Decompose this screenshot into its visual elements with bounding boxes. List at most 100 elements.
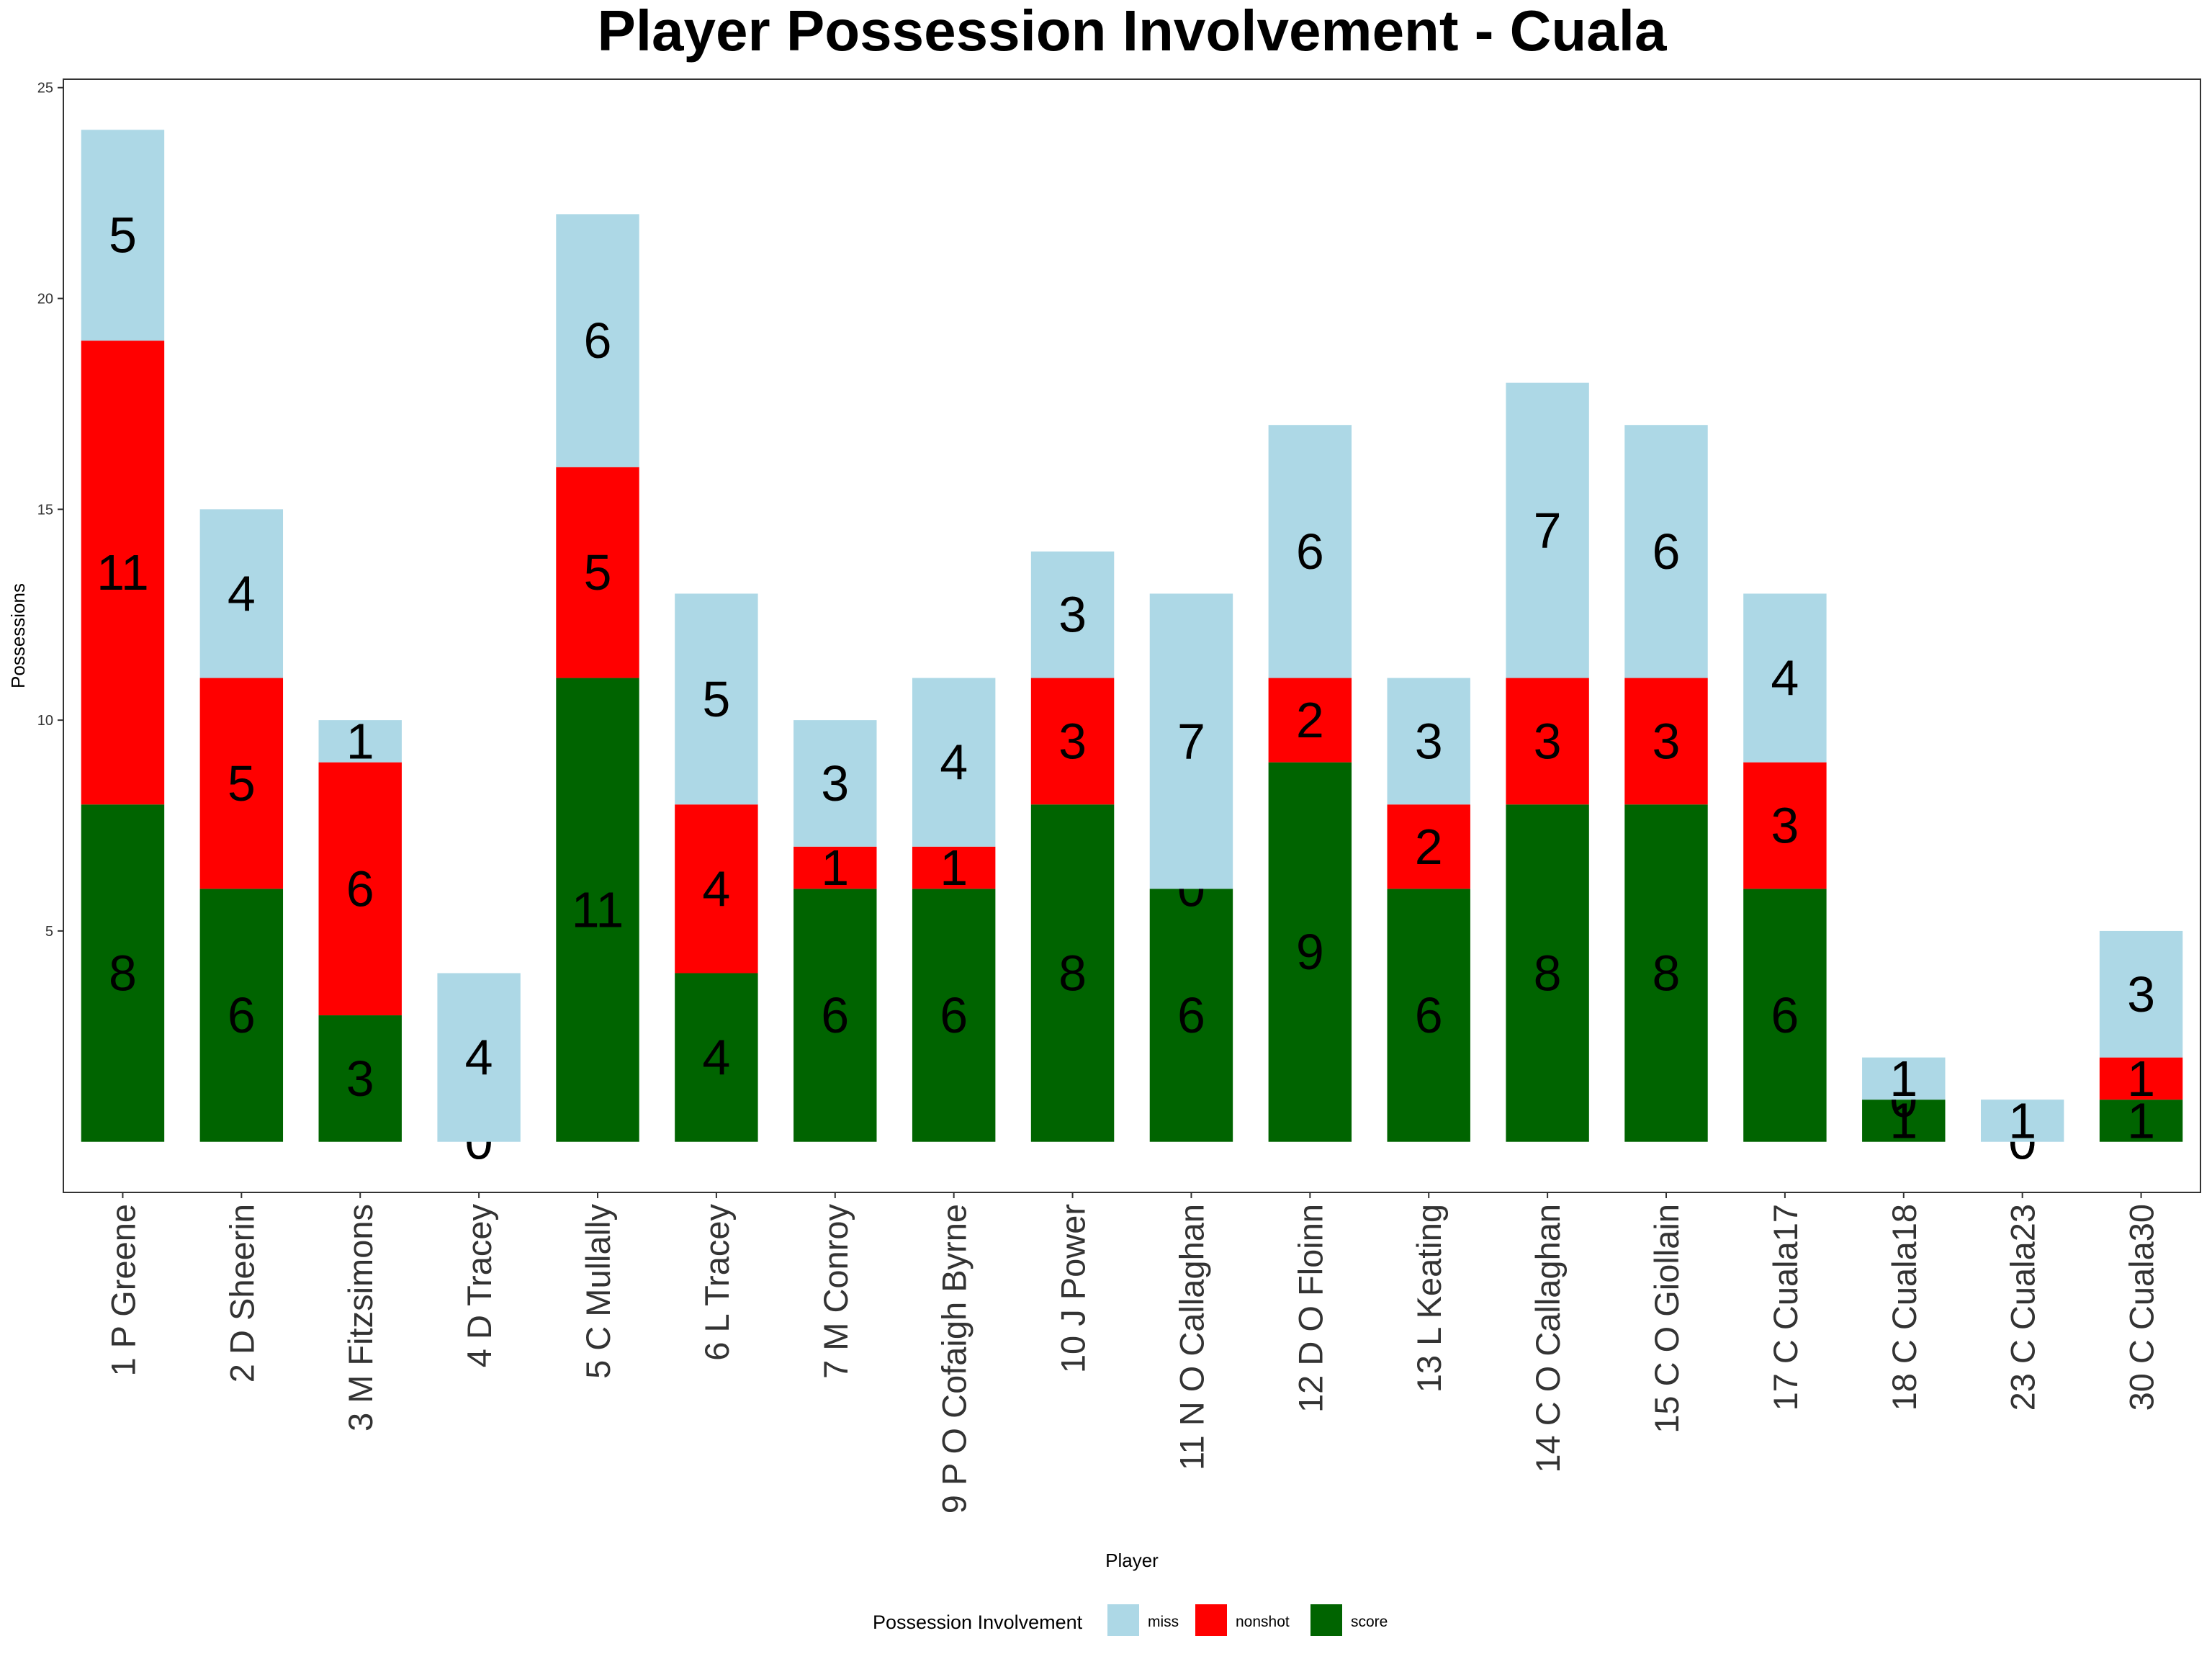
bar-group: 3 6 1 (318, 713, 402, 1142)
bar-group: 6 3 4 (1743, 593, 1827, 1142)
bar-nonshot (793, 846, 877, 889)
bar-group: 101 (1862, 1051, 1946, 1148)
y-tick-label: 20 (37, 292, 53, 307)
data-label-score: 6 (1771, 987, 1799, 1043)
legend-item-score: score (1310, 1604, 1388, 1636)
data-label-nonshot: 1 (821, 840, 849, 896)
data-label-miss: 4 (940, 734, 968, 791)
bar-group: 8 11 5 (81, 130, 165, 1142)
data-label-score: 11 (572, 882, 624, 938)
y-tick-label: 5 (45, 924, 53, 940)
bar-nonshot (1743, 762, 1827, 889)
bar-score (1387, 889, 1470, 1142)
data-label-nonshot: 3 (1058, 713, 1087, 769)
x-tick-label: 14 C O Callaghan (1529, 1204, 1567, 1473)
bar-nonshot (1387, 804, 1470, 889)
data-label-score: 6 (1177, 987, 1205, 1043)
data-label-nonshot: 2 (1415, 819, 1443, 875)
legend: Possession Involvement miss nonshot score (873, 1604, 1388, 1636)
data-label-nonshot: 3 (1771, 798, 1799, 854)
data-label-score: 3 (346, 1051, 374, 1107)
x-tick-label: 17 C Cuala17 (1766, 1204, 1804, 1411)
bar-nonshot (81, 341, 165, 805)
data-label-miss: 7 (1534, 503, 1562, 559)
bar-score (793, 889, 877, 1142)
bar-group: 11 3 (2099, 930, 2183, 1148)
data-label-miss: 6 (1296, 523, 1324, 580)
plot-panel (63, 78, 2201, 1193)
data-label-score: 8 (109, 945, 137, 1001)
bar-score (556, 678, 639, 1142)
bar-nonshot (556, 467, 639, 678)
data-label-nonshot: 2 (1296, 692, 1324, 748)
bar-miss (1387, 678, 1470, 805)
x-tick-label: 10 J Power (1054, 1204, 1092, 1373)
chart-title: Player Possession Involvement - Cuala (597, 0, 1667, 63)
bar-score (1268, 762, 1352, 1142)
data-label-score: 1 (1889, 1092, 1917, 1148)
data-label-miss: 4 (1771, 650, 1799, 706)
bar-score (1743, 889, 1827, 1142)
data-label-score: 6 (821, 987, 849, 1043)
bar-score (1030, 804, 1115, 1142)
data-label-nonshot: 6 (346, 860, 374, 917)
bar-score (1506, 804, 1589, 1142)
data-label-miss: 4 (228, 565, 256, 621)
bar-nonshot (912, 846, 996, 889)
data-label-miss: 3 (1415, 713, 1443, 769)
data-label-miss: 4 (465, 1030, 493, 1086)
bar-nonshot (1030, 678, 1115, 805)
bar-miss (199, 509, 284, 678)
x-tick-label: 18 C Cuala18 (1885, 1204, 1923, 1411)
bar-miss (675, 593, 758, 805)
data-label-miss: 1 (346, 713, 374, 769)
data-label-miss: 3 (821, 755, 849, 811)
bar-group: 8 3 7 (1506, 382, 1589, 1142)
data-label-score: 9 (1296, 924, 1324, 980)
bar-miss (2099, 930, 2183, 1058)
data-label-nonshot: 4 (702, 860, 730, 917)
bars: 8115654361004115644561361483360792662383… (81, 130, 2183, 1170)
x-tick-label: 13 L Keating (1410, 1204, 1448, 1393)
x-tick-label: 4 D Tracey (460, 1204, 498, 1368)
bar-group: 11 5 6 (556, 214, 639, 1142)
bar-score (1862, 1100, 1946, 1142)
data-label-miss: 5 (109, 207, 137, 264)
bar-miss (1149, 593, 1233, 889)
bar-score (912, 889, 996, 1142)
data-label-nonshot: 3 (1653, 713, 1681, 769)
x-tick-label: 2 D Sheerin (222, 1204, 261, 1382)
data-label-score: 8 (1653, 945, 1681, 1001)
data-label-score: 6 (228, 987, 256, 1043)
data-label-nonshot: 1 (940, 840, 968, 896)
data-label-score: 6 (940, 987, 968, 1043)
data-label-nonshot: 11 (96, 544, 149, 601)
bar-score (675, 973, 758, 1142)
bar-group: 6 1 4 (912, 678, 996, 1142)
bar-group: 6 5 4 (199, 509, 284, 1142)
bar-miss (1030, 551, 1115, 678)
x-axis-title: Player (1105, 1550, 1159, 1571)
x-tick-label: 15 C O Giollain (1647, 1204, 1686, 1434)
y-axis-title: Possessions (7, 583, 29, 688)
data-label-nonshot: 3 (1534, 713, 1562, 769)
bar-score (318, 1015, 402, 1142)
x-tick-label: 30 C Cuala30 (2123, 1204, 2161, 1411)
y-tick-label: 10 (37, 713, 53, 729)
bar-nonshot (318, 762, 402, 1016)
data-label-score: 8 (1534, 945, 1562, 1001)
legend-swatch-score (1310, 1604, 1342, 1636)
legend-item-nonshot: nonshot (1195, 1604, 1290, 1636)
bar-group: 4 4 5 (675, 593, 758, 1142)
legend-label-score: score (1351, 1614, 1388, 1630)
x-tick-label: 12 D O Floinn (1291, 1204, 1329, 1413)
bar-group: 001 (1980, 1092, 2064, 1170)
x-axis: 1 P Greene 2 D Sheerin 3 M Fitzsimons 4 D T… (104, 1192, 2161, 1514)
x-tick-label: 5 C Mullally (579, 1204, 617, 1379)
legend-item-miss: miss (1107, 1604, 1179, 1636)
bar-miss (81, 130, 165, 341)
bar-group: 6 1 3 (793, 720, 877, 1142)
bar-nonshot (1506, 678, 1589, 805)
bar-miss (1268, 425, 1352, 678)
